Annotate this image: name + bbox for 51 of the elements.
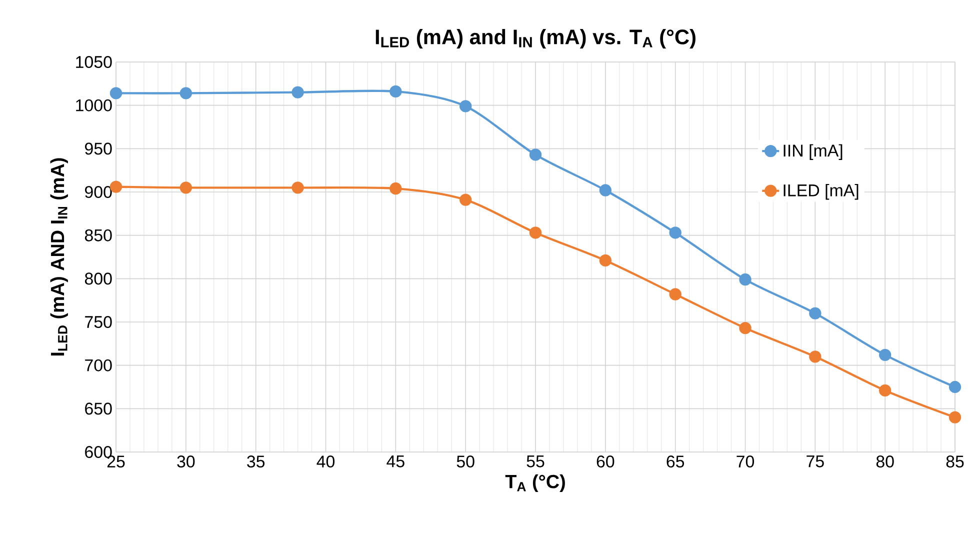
x-tick-label: 55 bbox=[526, 456, 544, 468]
point bbox=[599, 254, 612, 267]
point bbox=[529, 226, 542, 239]
y-tick-label: 1050 bbox=[76, 56, 112, 68]
legend-label: ILED [mA] bbox=[784, 184, 858, 200]
point bbox=[948, 380, 962, 394]
y-tick-label: 900 bbox=[85, 186, 112, 198]
y-axis-title: I$_{LED}$ (mA) AND I$_{IN}$ (mA) bbox=[50, 158, 68, 356]
point bbox=[599, 184, 612, 196]
point bbox=[390, 85, 402, 98]
x-axis-title: T$_{A}$ (°C) bbox=[505, 474, 565, 492]
x-tick-label: 40 bbox=[316, 456, 335, 468]
point bbox=[948, 411, 962, 424]
y-tick-label: 650 bbox=[85, 402, 112, 415]
x-tick-label: 85 bbox=[946, 456, 964, 468]
x-tick-label: 80 bbox=[876, 456, 894, 468]
y-tick-label: 950 bbox=[85, 142, 112, 155]
point bbox=[878, 384, 892, 397]
y-tick-label: 850 bbox=[84, 229, 112, 242]
point bbox=[459, 194, 472, 206]
point bbox=[669, 226, 682, 239]
point bbox=[292, 182, 304, 194]
y-tick-label: 600 bbox=[85, 446, 112, 458]
point bbox=[669, 288, 682, 300]
point bbox=[180, 87, 192, 100]
legend-label: IIN [mA] bbox=[784, 144, 842, 160]
point bbox=[739, 322, 752, 334]
point bbox=[180, 182, 192, 194]
y-tick-label: 1000 bbox=[76, 99, 112, 112]
point bbox=[739, 273, 752, 286]
x-tick-label: 35 bbox=[247, 456, 265, 468]
y-tick-label: 700 bbox=[85, 359, 112, 372]
x-tick-label: 65 bbox=[666, 456, 684, 468]
x-tick-label: 45 bbox=[386, 456, 404, 468]
point bbox=[529, 148, 542, 161]
point bbox=[390, 182, 402, 195]
y-tick-label: 750 bbox=[85, 316, 112, 328]
point bbox=[809, 307, 822, 320]
chart-title: I$_{LED}$ (mA) and I$_{IN}$ (mA) vs. T$_{A}$ (°C) bbox=[376, 29, 696, 49]
point bbox=[809, 350, 822, 363]
point bbox=[878, 348, 892, 362]
y-tick-label: 800 bbox=[84, 272, 112, 285]
x-tick-label: 25 bbox=[107, 456, 125, 468]
point bbox=[110, 87, 122, 100]
point bbox=[292, 86, 304, 98]
x-tick-label: 60 bbox=[596, 456, 614, 468]
point bbox=[459, 100, 472, 112]
x-tick-label: 50 bbox=[456, 456, 474, 468]
x-tick-label: 75 bbox=[806, 456, 824, 468]
x-tick-label: 70 bbox=[736, 456, 754, 468]
x-tick-label: 30 bbox=[177, 456, 195, 468]
